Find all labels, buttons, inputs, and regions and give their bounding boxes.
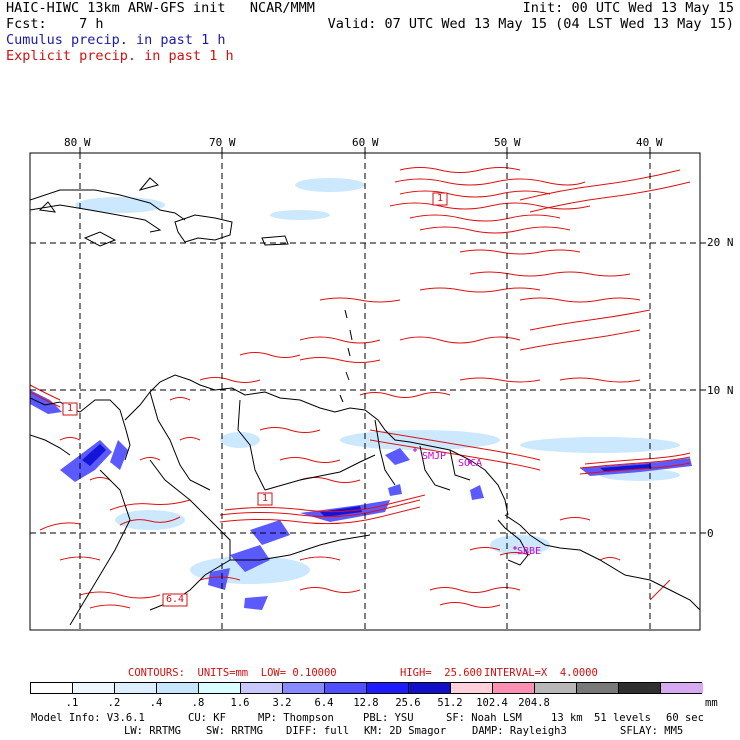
colorbar-tick-label: 6.4 [314,697,334,709]
contours-info: CONTOURS: UNITS=mm LOW= 0.10000 [128,667,337,679]
cumulus-precip-areas [75,178,680,584]
colorbar-swatch [619,683,661,693]
lon-label-50w: 50 W [494,136,521,149]
lon-label-70w: 70 W [209,136,236,149]
colorbar-tick-label: 102.4 [476,697,508,709]
model-levels: 51 levels [594,712,651,724]
model-mp: MP: Thompson [258,712,334,724]
colorbar-swatch [367,683,409,693]
contour-label-1b: 1 [66,403,74,414]
colorbar-swatch [661,683,703,693]
init-time: Init: 00 UTC Wed 13 May 15 [522,0,734,16]
colorbar-swatch [199,683,241,693]
contour-label-1c: 1 [261,493,269,504]
colorbar-swatch [409,683,451,693]
colorbar-swatch [115,683,157,693]
colorbar-swatch [73,683,115,693]
cumulus-precip-cores [30,390,692,610]
lon-label-60w: 60 W [352,136,379,149]
colorbar-swatch [451,683,493,693]
lat-label-10n: 10 N [707,384,734,397]
colorbar [30,682,703,694]
colorbar-swatch [31,683,73,693]
model-version: Model Info: V3.6.1 [31,712,145,724]
lat-label-0: 0 [707,527,714,540]
model-sflay: SFLAY: MM5 [620,725,684,737]
colorbar-swatch [577,683,619,693]
colorbar-swatch [493,683,535,693]
colorbar-tick-label: 25.6 [395,697,421,709]
model-resolution: 13 km [551,712,583,724]
valid-time: Valid: 07 UTC Wed 13 May 15 (04 LST Wed … [327,16,734,32]
model-sf: SF: Noah LSM [446,712,522,724]
lon-label-80w: 80 W [64,136,91,149]
contours-interval: INTERVAL=X 4.0000 [484,667,598,679]
colorbar-swatch [241,683,283,693]
lon-label-40w: 40 W [636,136,663,149]
legend-cumulus: Cumulus precip. in past 1 h [6,32,226,48]
contour-label-1a: 1 [436,193,444,204]
model-cu: CU: KF [188,712,226,724]
colorbar-swatch [157,683,199,693]
contour-label-6-4: 6.4 [165,594,185,605]
colorbar-tick-label: 1.6 [230,697,250,709]
explicit-precip-contours [30,167,691,609]
station-smjp: SMJP [422,451,447,462]
model-sw: SW: RRTMG [206,725,263,737]
colorbar-swatch [535,683,577,693]
axis-ticks [79,147,706,534]
colorbar-swatch [283,683,325,693]
station-sbbe: SBBE [517,546,542,557]
station-markers [413,448,517,550]
colorbar-tick-label: 51.2 [437,697,463,709]
station-soca: SOCA [458,458,483,469]
colorbar-tick-label: 3.2 [272,697,292,709]
model-diff: DIFF: full [286,725,350,737]
lat-label-20n: 20 N [707,236,734,249]
colorbar-tick-label: 12.8 [353,697,379,709]
colorbar-tick-label: .8 [191,697,205,709]
model-km: KM: 2D Smagor [364,725,447,737]
model-timestep: 60 sec [666,712,704,724]
title-line: HAIC-HIWC 13km ARW-GFS init NCAR/MMM [6,0,315,16]
model-lw: LW: RRTMG [124,725,181,737]
colorbar-tick-label: .1 [65,697,79,709]
contour-label-boxes [62,192,448,607]
colorbar-tick-label: .4 [149,697,163,709]
model-damp: DAMP: Rayleigh3 [472,725,567,737]
forecast-hour: Fcst: 7 h [6,16,104,32]
contours-high: HIGH= 25.600 [400,667,483,679]
colorbar-tick-label: 204.8 [518,697,550,709]
colorbar-tick-label: .2 [107,697,121,709]
map-frame [29,152,701,631]
graticule [30,153,700,630]
colorbar-swatch [325,683,367,693]
legend-explicit: Explicit precip. in past 1 h [6,48,234,64]
colorbar-unit: mm [705,697,718,709]
model-pbl: PBL: YSU [363,712,414,724]
